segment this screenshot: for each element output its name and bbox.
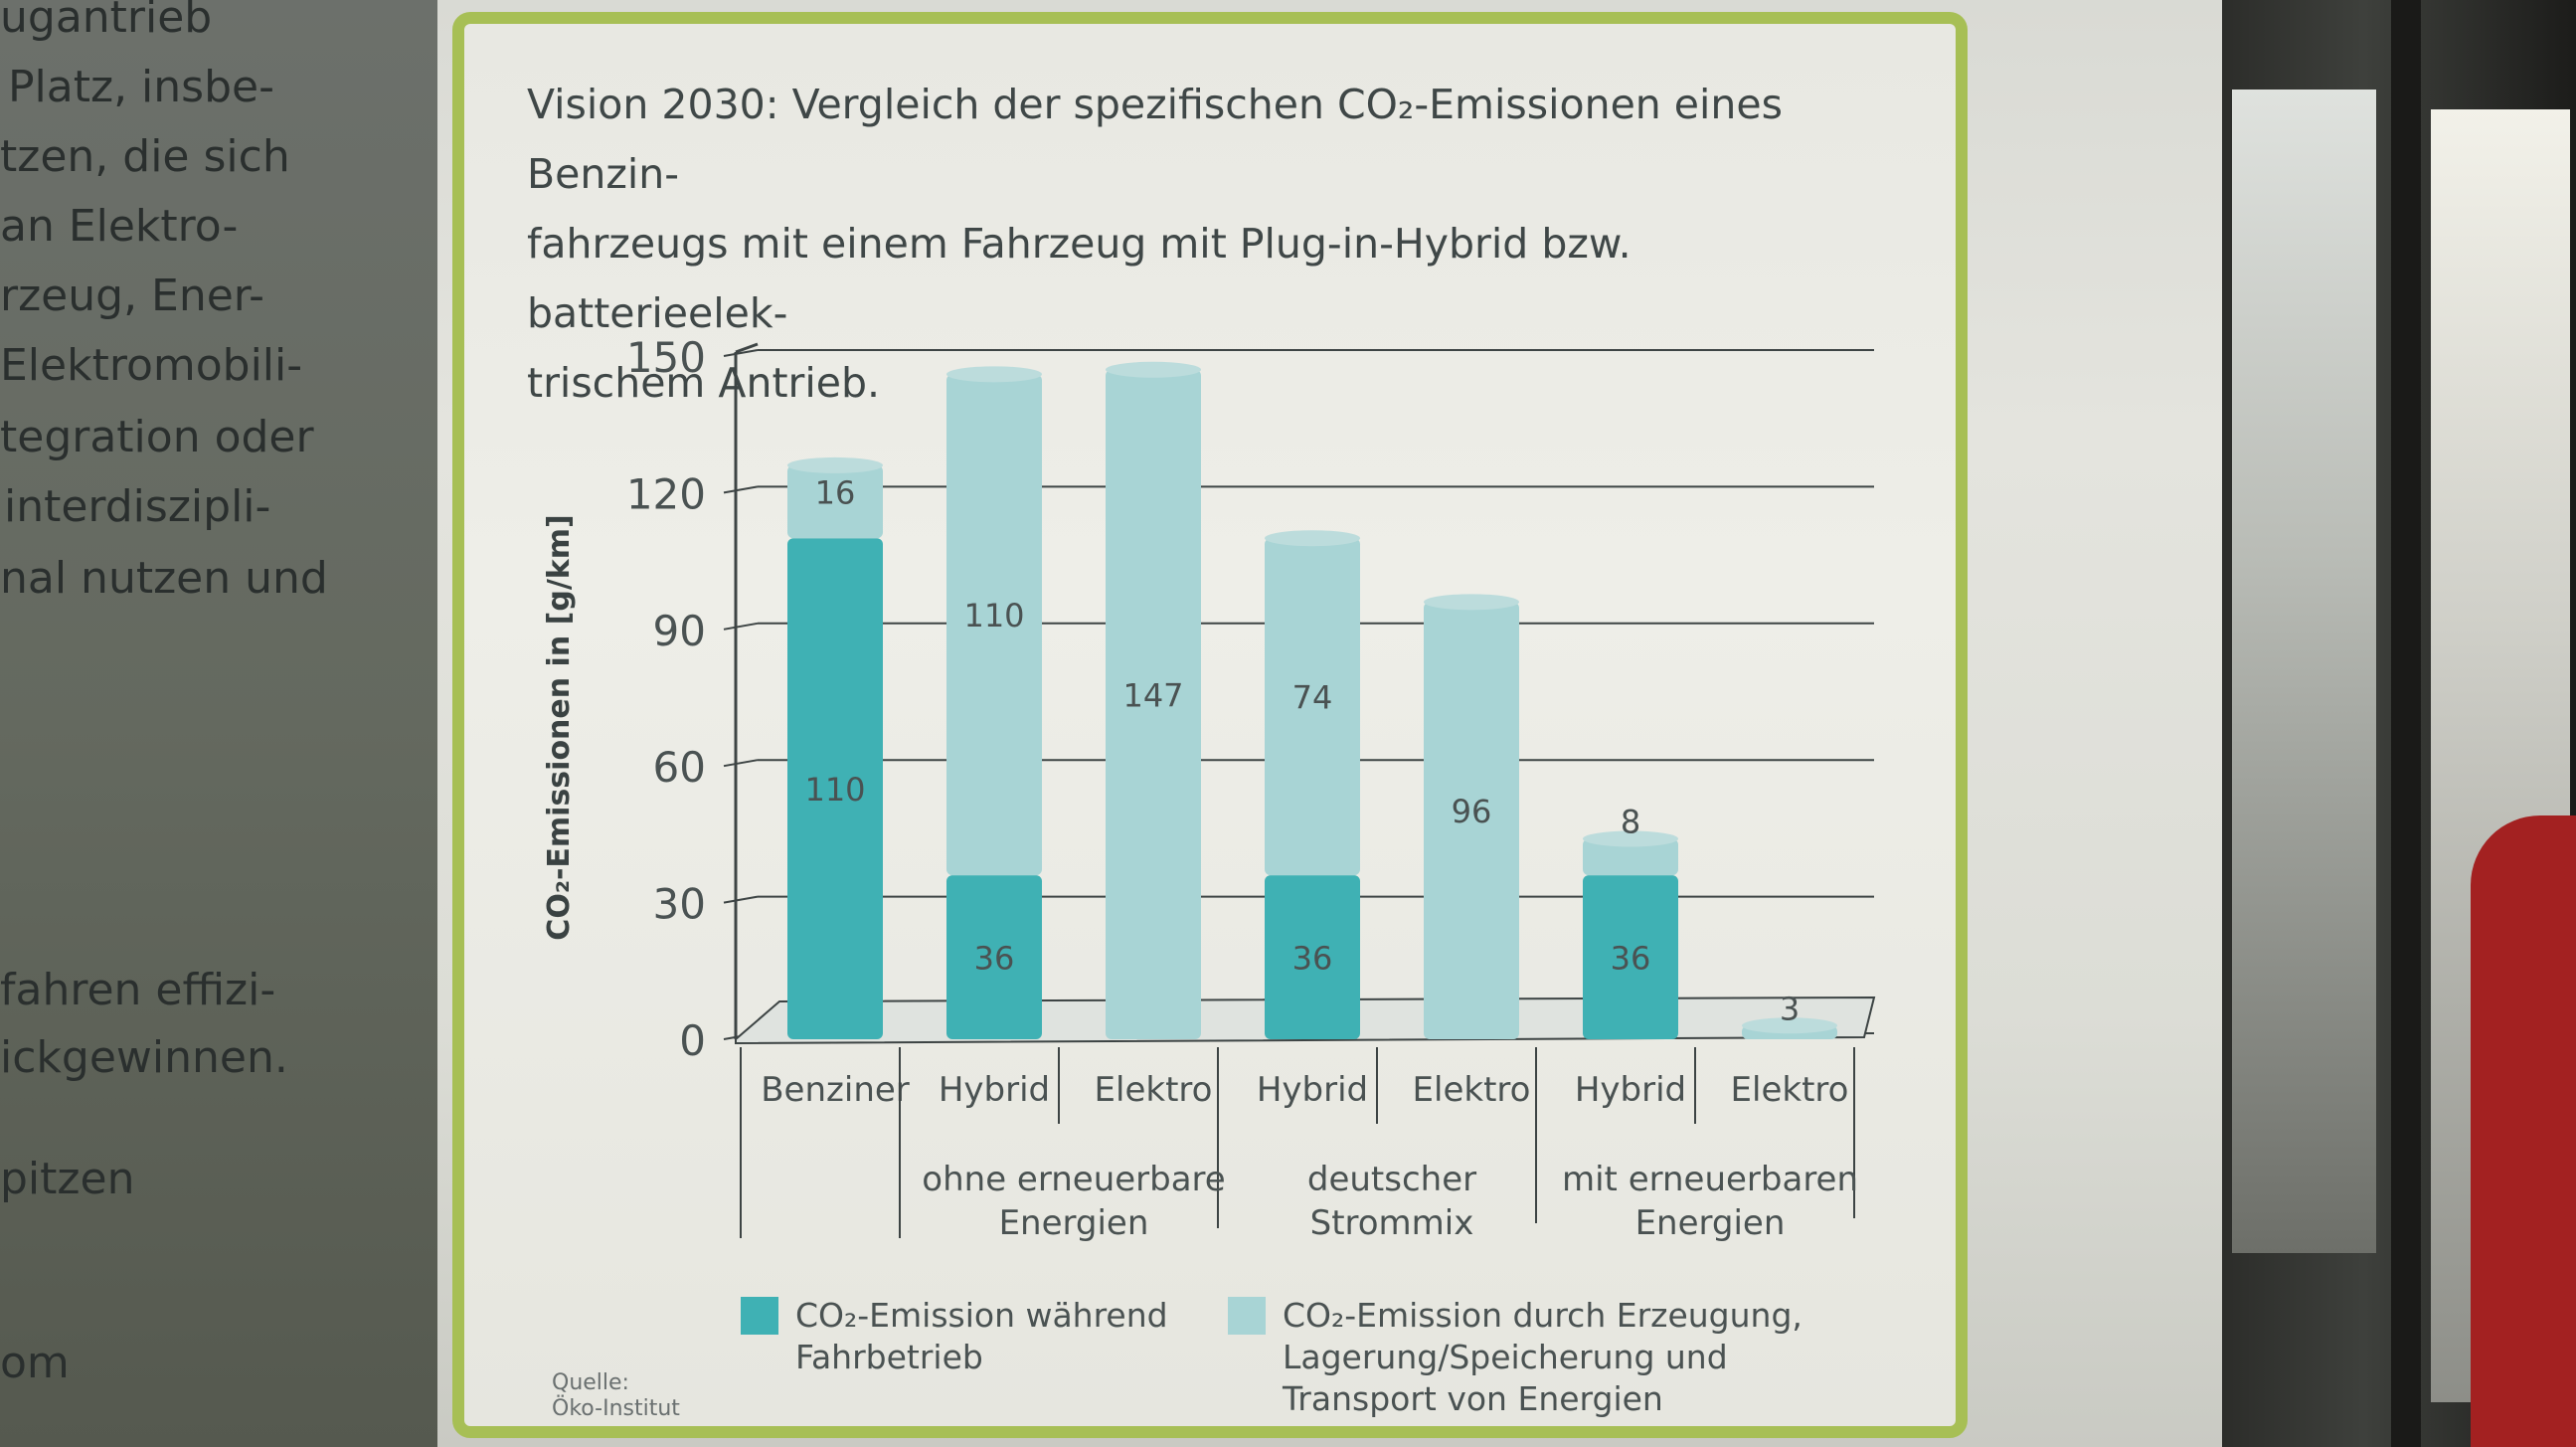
y-tick — [723, 349, 759, 357]
data-label: 8 — [1621, 803, 1640, 840]
x-tick-label: Elektro — [1731, 1070, 1849, 1110]
background-text-line: ickgewinnen. — [0, 1032, 288, 1083]
background-person — [2471, 815, 2576, 1447]
x-tick-label: Elektro — [1095, 1070, 1213, 1110]
legend-label: CO₂-Emission während — [795, 1296, 1168, 1335]
bar-segment-erzeugung — [946, 374, 1042, 876]
bar-segment-erzeugung — [1106, 369, 1201, 1039]
background-window — [2232, 90, 2376, 1253]
background-poster-text: ugantrieb Platz, insbe- tzen, die sich a… — [0, 0, 437, 1447]
bar-top — [1265, 530, 1360, 547]
chart-card — [452, 12, 1968, 1438]
y-tick — [723, 485, 759, 494]
data-label: 110 — [804, 771, 865, 809]
y-tick-label: 0 — [679, 1016, 706, 1065]
chart-title-line: Vision 2030: Vergleich der spezifischen … — [527, 81, 1783, 198]
group-label: deutscher — [1307, 1160, 1476, 1199]
bar-segment-fahrbetrieb — [946, 875, 1042, 1039]
x-tick-label: Hybrid — [1575, 1070, 1686, 1110]
background-text-line: an Elektro- — [0, 201, 239, 252]
y-tick-label: 120 — [626, 469, 706, 518]
bar-segment-erzeugung — [787, 464, 883, 539]
data-label: 110 — [963, 597, 1024, 634]
bar-segment-erzeugung — [1424, 602, 1519, 1039]
background-text-line: tzen, die sich — [0, 131, 290, 182]
data-label: 96 — [1452, 793, 1492, 830]
y-tick-label: 60 — [653, 743, 706, 792]
bar-segment-erzeugung — [1583, 838, 1678, 876]
bar-top — [787, 456, 883, 473]
background-text-line: om — [0, 1338, 70, 1388]
background-text-line: nal nutzen und — [0, 553, 328, 604]
bar-top — [1742, 1017, 1837, 1034]
legend-label: Transport von Energien — [1282, 1379, 1663, 1418]
background-text-line: tegration oder — [0, 412, 314, 462]
y-tick-label: 30 — [653, 880, 706, 929]
source-line: Quelle: — [552, 1370, 629, 1395]
legend-swatch — [741, 1297, 778, 1335]
bar-top — [1424, 594, 1519, 611]
y-axis-label: CO₂-Emissionen in [g/km] — [542, 514, 577, 940]
data-label: 16 — [815, 474, 856, 512]
bar-segment-fahrbetrieb — [1583, 875, 1678, 1039]
x-tick-label: Hybrid — [1257, 1070, 1368, 1110]
background-room — [2222, 0, 2576, 1447]
bar-segment-fahrbetrieb — [1265, 875, 1360, 1039]
bar-top — [1583, 830, 1678, 847]
background-text-line: rzeug, Ener- — [0, 271, 264, 321]
y-tick-label: 150 — [626, 333, 706, 382]
data-label: 147 — [1122, 676, 1183, 714]
legend-swatch — [1228, 1297, 1266, 1335]
group-label: ohne erneuerbare — [922, 1160, 1225, 1199]
y-axis-top — [735, 342, 759, 354]
data-label: 74 — [1292, 679, 1333, 717]
group-label: Energien — [1635, 1203, 1786, 1243]
data-label: 3 — [1780, 990, 1800, 1027]
y-tick — [723, 759, 759, 768]
group-label: mit erneuerbaren — [1562, 1160, 1858, 1199]
chart-source: Quelle: Öko-Institut — [552, 1370, 680, 1422]
legend-label: Fahrbetrieb — [795, 1338, 983, 1376]
legend-label: CO₂-Emission durch Erzeugung, — [1283, 1296, 1803, 1335]
background-text-line: fahren effizi- — [0, 965, 276, 1015]
bar-segment-erzeugung — [1265, 538, 1360, 876]
chart-title-line: fahrzeugs mit einem Fahrzeug mit Plug-in… — [527, 220, 1631, 337]
background-text-line: ugantrieb — [0, 0, 213, 43]
bar-top — [1106, 361, 1201, 378]
background-text-line: interdiszipli- — [4, 481, 271, 532]
y-tick-label: 90 — [653, 607, 706, 655]
group-label: Strommix — [1310, 1203, 1474, 1243]
y-tick — [723, 622, 759, 631]
group-label: Energien — [999, 1203, 1149, 1243]
chart-title-line: trischem Antrieb. — [527, 359, 881, 407]
x-tick-label: Hybrid — [939, 1070, 1050, 1110]
bar-top — [946, 366, 1042, 383]
y-tick — [723, 895, 759, 904]
legend-label: Lagerung/Speicherung und — [1283, 1338, 1728, 1376]
source-line: Öko-Institut — [552, 1396, 680, 1421]
bar-segment-fahrbetrieb — [787, 538, 883, 1039]
background-door-frame — [2391, 0, 2421, 1447]
x-tick-label: Elektro — [1413, 1070, 1531, 1110]
data-label: 36 — [1292, 940, 1333, 978]
background-text-line: Platz, insbe- — [8, 62, 274, 112]
x-tick-label: Benziner — [761, 1070, 910, 1110]
chart-title: Vision 2030: Vergleich der spezifischen … — [527, 70, 1899, 418]
background-text-line: pitzen — [0, 1154, 135, 1204]
data-label: 36 — [1611, 940, 1651, 978]
background-text-line: Elektromobili- — [0, 340, 303, 391]
data-label: 36 — [974, 940, 1015, 978]
